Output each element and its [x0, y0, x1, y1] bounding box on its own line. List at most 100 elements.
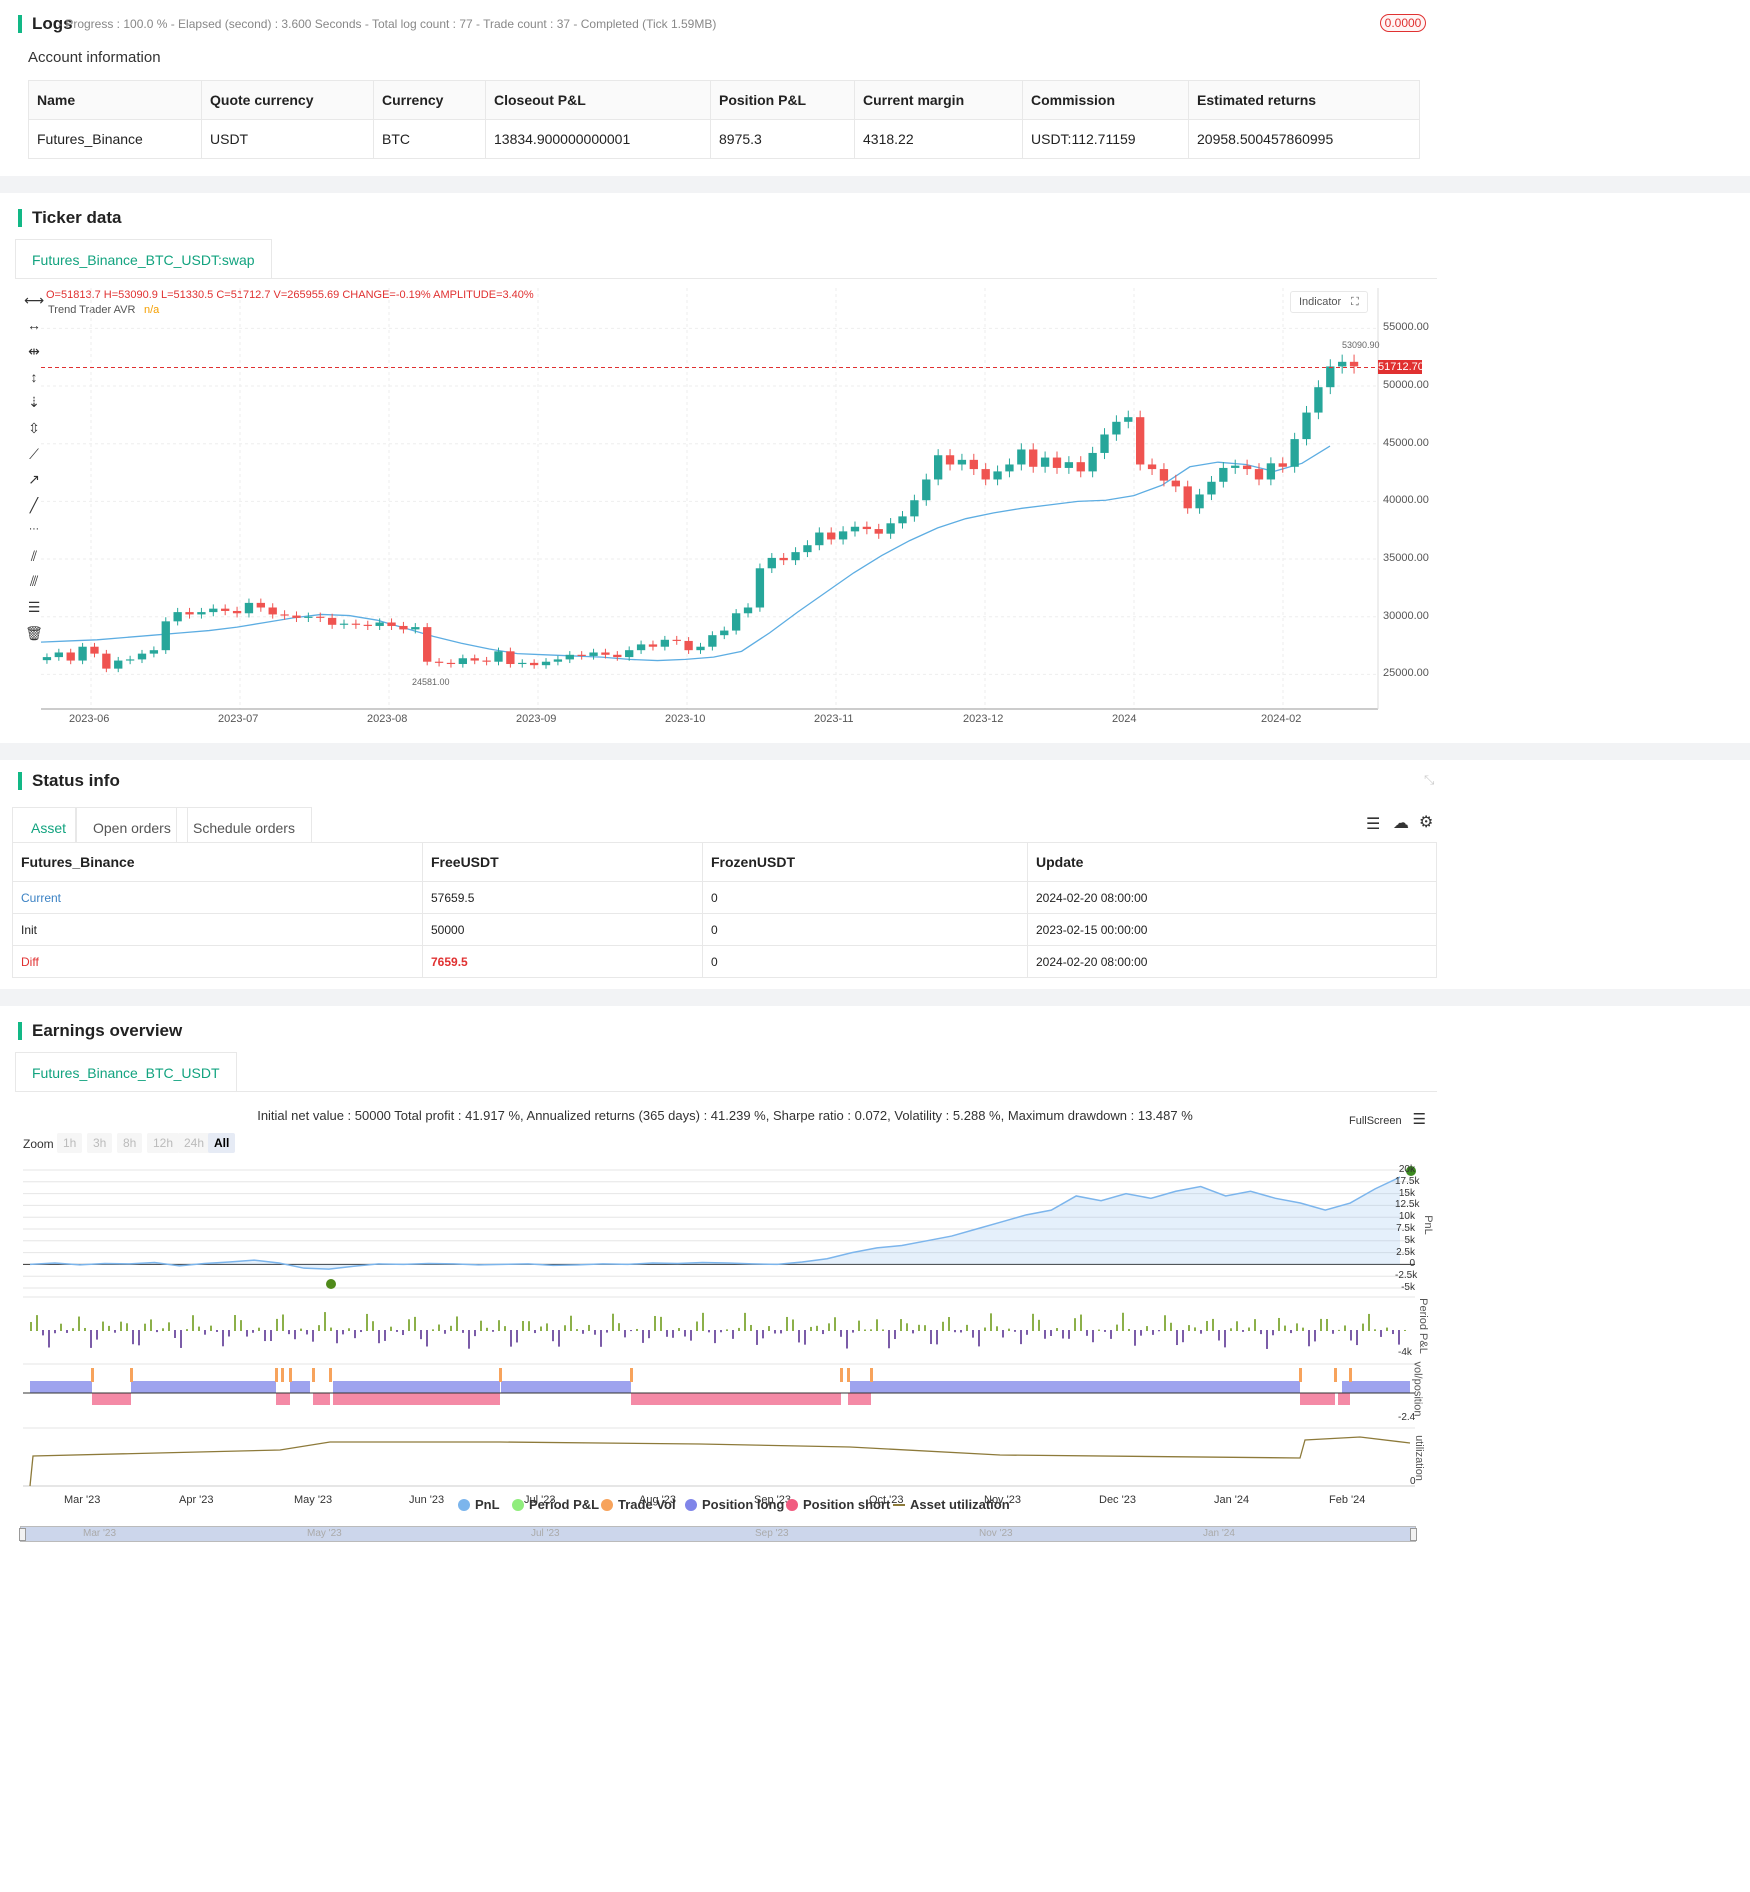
indicator-button-label: Indicator: [1299, 296, 1342, 308]
ray-tool-icon[interactable]: ↗: [28, 471, 40, 487]
logs-section: Logs - Progress : 100.0 % - Elapsed (sec…: [0, 0, 1750, 176]
pnl-tick-label: 17.5k: [1395, 1175, 1420, 1187]
tab-earnings-symbol[interactable]: Futures_Binance_BTC_USDT: [15, 1052, 237, 1092]
tab-asset[interactable]: Asset: [12, 807, 76, 847]
vertical-segment-tool-icon[interactable]: ⇳: [28, 420, 40, 436]
tab-ticker-symbol[interactable]: Futures_Binance_BTC_USDT:swap: [15, 239, 272, 279]
last-price-tag: 51712.70: [1378, 360, 1424, 374]
asset-header: Futures_Binance: [12, 842, 423, 882]
account-title: Account information: [28, 49, 161, 66]
navigator-month-label: Nov '23: [979, 1528, 1013, 1539]
asset-header: FreeUSDT: [422, 842, 703, 882]
zoom-8h-button[interactable]: 8h: [117, 1133, 143, 1153]
candle-body: [993, 471, 1002, 480]
candle-body: [553, 659, 563, 662]
menu-icon: ☰: [1412, 1111, 1427, 1128]
navigator[interactable]: Mar '23 May '23 Jul '23 Sep '23 Nov '23 Jan '…: [19, 1526, 1417, 1542]
legend-item[interactable]: Position long: [685, 1497, 784, 1512]
y-tick-label: 30000.00: [1383, 609, 1429, 622]
list-view-icon[interactable]: ☰: [1366, 816, 1381, 833]
pnl-tick-label: 15k: [1398, 1187, 1415, 1199]
fullscreen-button[interactable]: FullScreen ☰: [1349, 1110, 1426, 1128]
parallel-channel-tool-icon[interactable]: ⫽: [30, 548, 38, 564]
legend-item[interactable]: PnL: [458, 1497, 500, 1512]
candle-body: [173, 612, 182, 622]
tab-underline: [15, 1091, 1437, 1092]
zoom-24h-button[interactable]: 24h: [178, 1133, 211, 1153]
price-chart[interactable]: [0, 193, 1750, 743]
low-label: 24581.00: [412, 677, 450, 687]
y-tick-label: 25000.00: [1383, 667, 1429, 680]
pnl-tick-label: 0: [1409, 1258, 1415, 1270]
navigator-right-handle[interactable]: [1410, 1528, 1417, 1541]
fib-tool-icon[interactable]: ⫻: [29, 573, 39, 589]
trash-icon[interactable]: 🗑: [25, 625, 43, 641]
indicator-button[interactable]: Indicator ⛶: [1290, 291, 1368, 313]
candle-body: [1290, 439, 1299, 467]
vertical-ray-tool-icon[interactable]: ⇣: [28, 394, 40, 410]
asset-table: Futures_Binance FreeUSDT FrozenUSDT Upda…: [12, 842, 1437, 978]
tab-open-orders[interactable]: Open orders: [76, 807, 188, 847]
candle-body: [625, 650, 634, 658]
candle-body: [1183, 486, 1192, 509]
account-cell: 4318.22: [854, 119, 1023, 159]
candle-body: [209, 608, 218, 613]
candle-body: [1112, 421, 1121, 435]
legend-item[interactable]: Trade Vol: [601, 1497, 676, 1512]
candle-body: [565, 654, 574, 660]
candle-body: [244, 602, 254, 614]
zoom-all-button[interactable]: All: [208, 1133, 236, 1153]
candle-body: [910, 500, 919, 517]
zoom-label: Zoom: [23, 1137, 54, 1151]
pnl-tick-label: 2.5k: [1396, 1246, 1415, 1258]
navigator-left-handle[interactable]: [19, 1528, 26, 1541]
candle-body: [280, 614, 289, 616]
zoom-3h-button[interactable]: 3h: [87, 1133, 113, 1153]
candle-body: [898, 516, 907, 524]
candle-body: [731, 613, 741, 631]
zoom-1h-button[interactable]: 1h: [57, 1133, 83, 1153]
candle-body: [1266, 463, 1276, 480]
candle-body: [1136, 417, 1145, 465]
month-tick-label: Oct '23: [869, 1494, 904, 1506]
price-range-tool-icon[interactable]: ⋯: [29, 524, 39, 535]
candle-body: [529, 662, 539, 666]
candle-body: [803, 545, 812, 553]
x-tick-label: 2023-11: [814, 713, 854, 725]
horizontal-segment-tool-icon[interactable]: ⇹: [28, 343, 40, 359]
horizontal-line-tool-icon[interactable]: ⟷: [24, 292, 45, 308]
vertical-line-tool-icon[interactable]: ↕: [30, 369, 38, 385]
account-cell: Futures_Binance: [28, 119, 202, 159]
legend-item[interactable]: Period P&L: [512, 1497, 599, 1512]
pnl-tick-label: 5k: [1404, 1234, 1415, 1246]
horizontal-ray-tool-icon[interactable]: ↔: [27, 317, 41, 333]
segment-tool-icon[interactable]: ╱: [29, 497, 39, 513]
asset-header-row: Futures_Binance FreeUSDT FrozenUSDT Upda…: [12, 842, 1437, 882]
candle-body: [1219, 467, 1228, 482]
pnl-tick-label: 12.5k: [1395, 1199, 1420, 1211]
account-cell: 8975.3: [710, 119, 855, 159]
candle-body: [779, 557, 788, 561]
trend-line-tool-icon[interactable]: ⟋: [29, 446, 39, 462]
candle-body: [648, 644, 658, 647]
legend-item[interactable]: Position short: [786, 1497, 890, 1512]
zoom-12h-button[interactable]: 12h: [147, 1133, 180, 1153]
account-table: Name Quote currency Currency Closeout P&…: [28, 80, 1420, 159]
legend-item[interactable]: Asset utilization: [893, 1497, 1010, 1512]
legend-marker-icon: [685, 1499, 697, 1511]
asset-cell: 0: [702, 945, 1028, 978]
collapse-icon[interactable]: ⤡: [1424, 772, 1435, 787]
candle-body: [316, 616, 325, 618]
candle-body: [755, 568, 765, 608]
tab-schedule-orders[interactable]: Schedule orders: [176, 807, 312, 847]
horizontal-lines-tool-icon[interactable]: ☰: [27, 599, 41, 615]
cloud-download-icon[interactable]: ☁: [1393, 815, 1409, 832]
settings-gear-icon[interactable]: ⚙: [1419, 814, 1434, 831]
candle-body: [1029, 449, 1038, 467]
asset-cell: 2024-02-20 08:00:00: [1027, 881, 1437, 914]
candle-body: [696, 646, 705, 651]
candle-body: [78, 646, 87, 661]
candle-body: [1278, 463, 1287, 467]
x-tick-label: 2023-06: [69, 713, 110, 725]
candle-body: [708, 635, 717, 647]
